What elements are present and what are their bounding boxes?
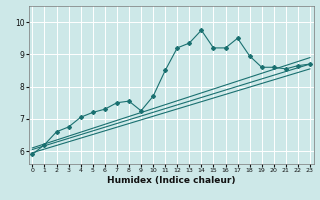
X-axis label: Humidex (Indice chaleur): Humidex (Indice chaleur) <box>107 176 236 185</box>
